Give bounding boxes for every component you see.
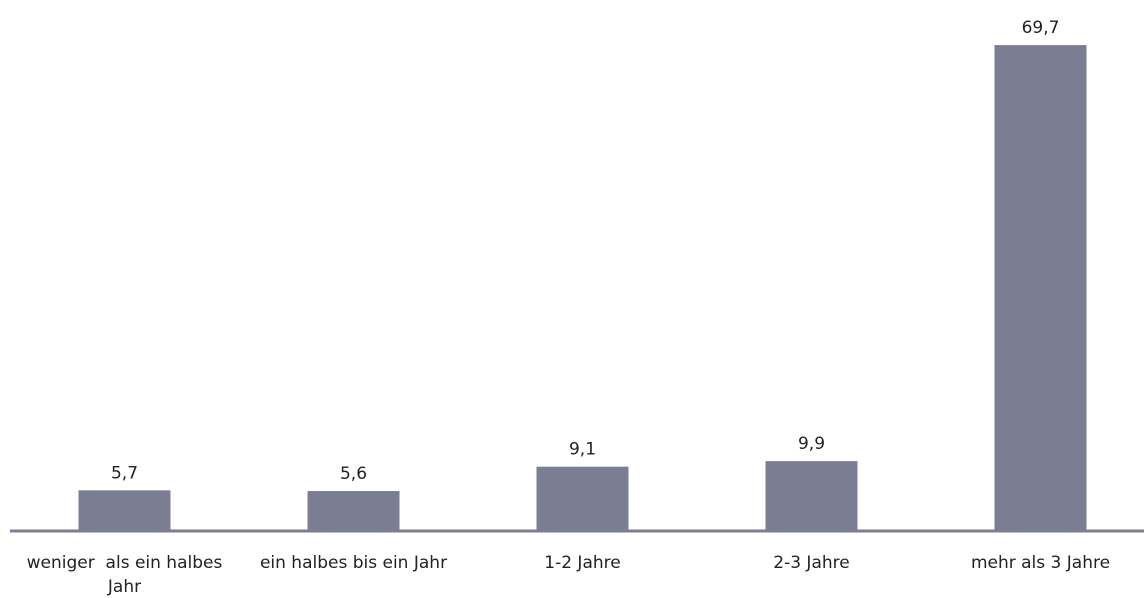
data-label: 5,7 [111, 463, 138, 483]
bar [307, 491, 400, 530]
data-label: 5,6 [340, 464, 367, 484]
bar [765, 461, 858, 530]
x-tick-label: mehr als 3 Jahre [970, 553, 1111, 573]
bar [536, 466, 629, 530]
data-label: 9,9 [798, 434, 825, 454]
x-tick-label: weniger als ein halbes Jahr [26, 553, 228, 597]
x-tick-label: ein halbes bis ein Jahr [259, 553, 448, 573]
bar [994, 45, 1087, 530]
x-tick-label: 2-3 Jahre [773, 553, 850, 573]
data-label: 69,7 [1022, 18, 1060, 38]
bar [78, 490, 171, 530]
x-tick-label: 1-2 Jahre [544, 553, 621, 573]
data-label: 9,1 [569, 440, 596, 460]
